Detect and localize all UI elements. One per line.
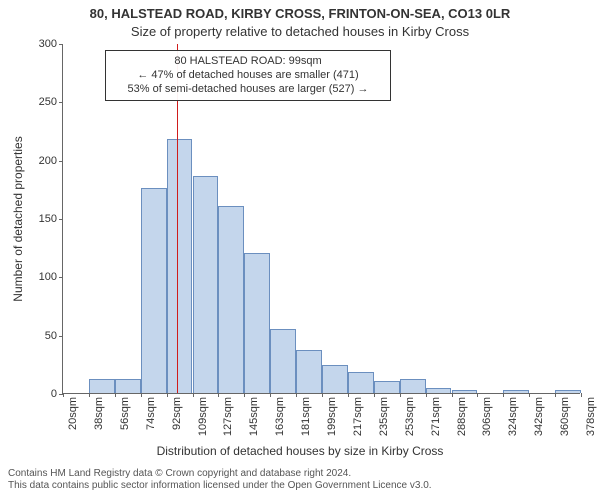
x-tick-label: 271sqm	[430, 397, 442, 436]
plot-area: 05010015020025030020sqm38sqm56sqm74sqm92…	[62, 44, 580, 394]
x-tick-mark	[270, 393, 271, 397]
histogram-bar	[296, 350, 322, 393]
chart-title-address: 80, HALSTEAD ROAD, KIRBY CROSS, FRINTON-…	[0, 6, 600, 21]
x-tick-mark	[63, 393, 64, 397]
histogram-bar	[555, 390, 581, 394]
x-tick-label: 109sqm	[197, 397, 209, 436]
histogram-bar	[193, 176, 219, 393]
histogram-bar	[218, 206, 244, 393]
histogram-bar	[348, 372, 374, 393]
y-tick-label: 150	[39, 213, 63, 225]
x-tick-mark	[581, 393, 582, 397]
y-axis-label: Number of detached properties	[11, 136, 25, 301]
histogram-bar	[244, 253, 270, 393]
x-tick-label: 20sqm	[67, 397, 79, 430]
y-tick-label: 250	[39, 96, 63, 108]
x-tick-label: 235sqm	[378, 397, 390, 436]
x-tick-label: 288sqm	[456, 397, 468, 436]
x-tick-mark	[218, 393, 219, 397]
y-tick-label: 50	[45, 330, 63, 342]
x-tick-label: 217sqm	[352, 397, 364, 436]
x-tick-mark	[452, 393, 453, 397]
x-tick-label: 56sqm	[119, 397, 131, 430]
histogram-bar	[503, 390, 529, 394]
histogram-bar	[400, 379, 426, 393]
y-tick-label: 300	[39, 38, 63, 50]
x-tick-mark	[167, 393, 168, 397]
x-tick-mark	[115, 393, 116, 397]
x-tick-label: 199sqm	[326, 397, 338, 436]
x-tick-label: 306sqm	[481, 397, 493, 436]
x-tick-label: 127sqm	[222, 397, 234, 436]
x-tick-mark	[141, 393, 142, 397]
x-tick-mark	[477, 393, 478, 397]
x-tick-mark	[426, 393, 427, 397]
x-tick-label: 74sqm	[145, 397, 157, 430]
histogram-bar	[374, 381, 400, 393]
histogram-bar	[270, 329, 296, 393]
footer: Contains HM Land Registry data © Crown c…	[8, 468, 592, 492]
x-tick-mark	[529, 393, 530, 397]
x-tick-label: 342sqm	[533, 397, 545, 436]
y-tick-label: 0	[51, 388, 63, 400]
x-tick-label: 324sqm	[507, 397, 519, 436]
x-tick-label: 38sqm	[93, 397, 105, 430]
y-tick-label: 100	[39, 271, 63, 283]
y-tick-label: 200	[39, 155, 63, 167]
x-tick-label: 181sqm	[300, 397, 312, 436]
x-tick-mark	[348, 393, 349, 397]
histogram-bar	[141, 188, 167, 393]
histogram-bar	[167, 139, 193, 393]
x-tick-mark	[322, 393, 323, 397]
info-box-line2: ← 47% of detached houses are smaller (47…	[114, 69, 382, 83]
histogram-bar	[426, 388, 452, 393]
chart-subtitle: Size of property relative to detached ho…	[0, 24, 600, 39]
x-tick-mark	[193, 393, 194, 397]
x-tick-label: 360sqm	[559, 397, 571, 436]
x-tick-mark	[244, 393, 245, 397]
x-tick-mark	[374, 393, 375, 397]
footer-line1: Contains HM Land Registry data © Crown c…	[8, 468, 592, 480]
x-tick-label: 253sqm	[404, 397, 416, 436]
x-tick-mark	[89, 393, 90, 397]
x-tick-mark	[400, 393, 401, 397]
x-tick-label: 92sqm	[171, 397, 183, 430]
x-tick-label: 163sqm	[274, 397, 286, 436]
x-tick-label: 378sqm	[585, 397, 597, 436]
info-box-line1: 80 HALSTEAD ROAD: 99sqm	[114, 55, 382, 69]
chart-root: 80, HALSTEAD ROAD, KIRBY CROSS, FRINTON-…	[0, 0, 600, 500]
info-box-line3: 53% of semi-detached houses are larger (…	[114, 83, 382, 97]
info-box: 80 HALSTEAD ROAD: 99sqm ← 47% of detache…	[105, 50, 391, 101]
histogram-bar	[322, 365, 348, 393]
x-axis-label: Distribution of detached houses by size …	[0, 444, 600, 458]
x-tick-mark	[296, 393, 297, 397]
histogram-bar	[115, 379, 141, 393]
histogram-bar	[89, 379, 115, 393]
footer-line2: This data contains public sector informa…	[8, 480, 592, 492]
histogram-bar	[452, 390, 478, 394]
x-tick-mark	[555, 393, 556, 397]
x-tick-mark	[503, 393, 504, 397]
x-tick-label: 145sqm	[248, 397, 260, 436]
